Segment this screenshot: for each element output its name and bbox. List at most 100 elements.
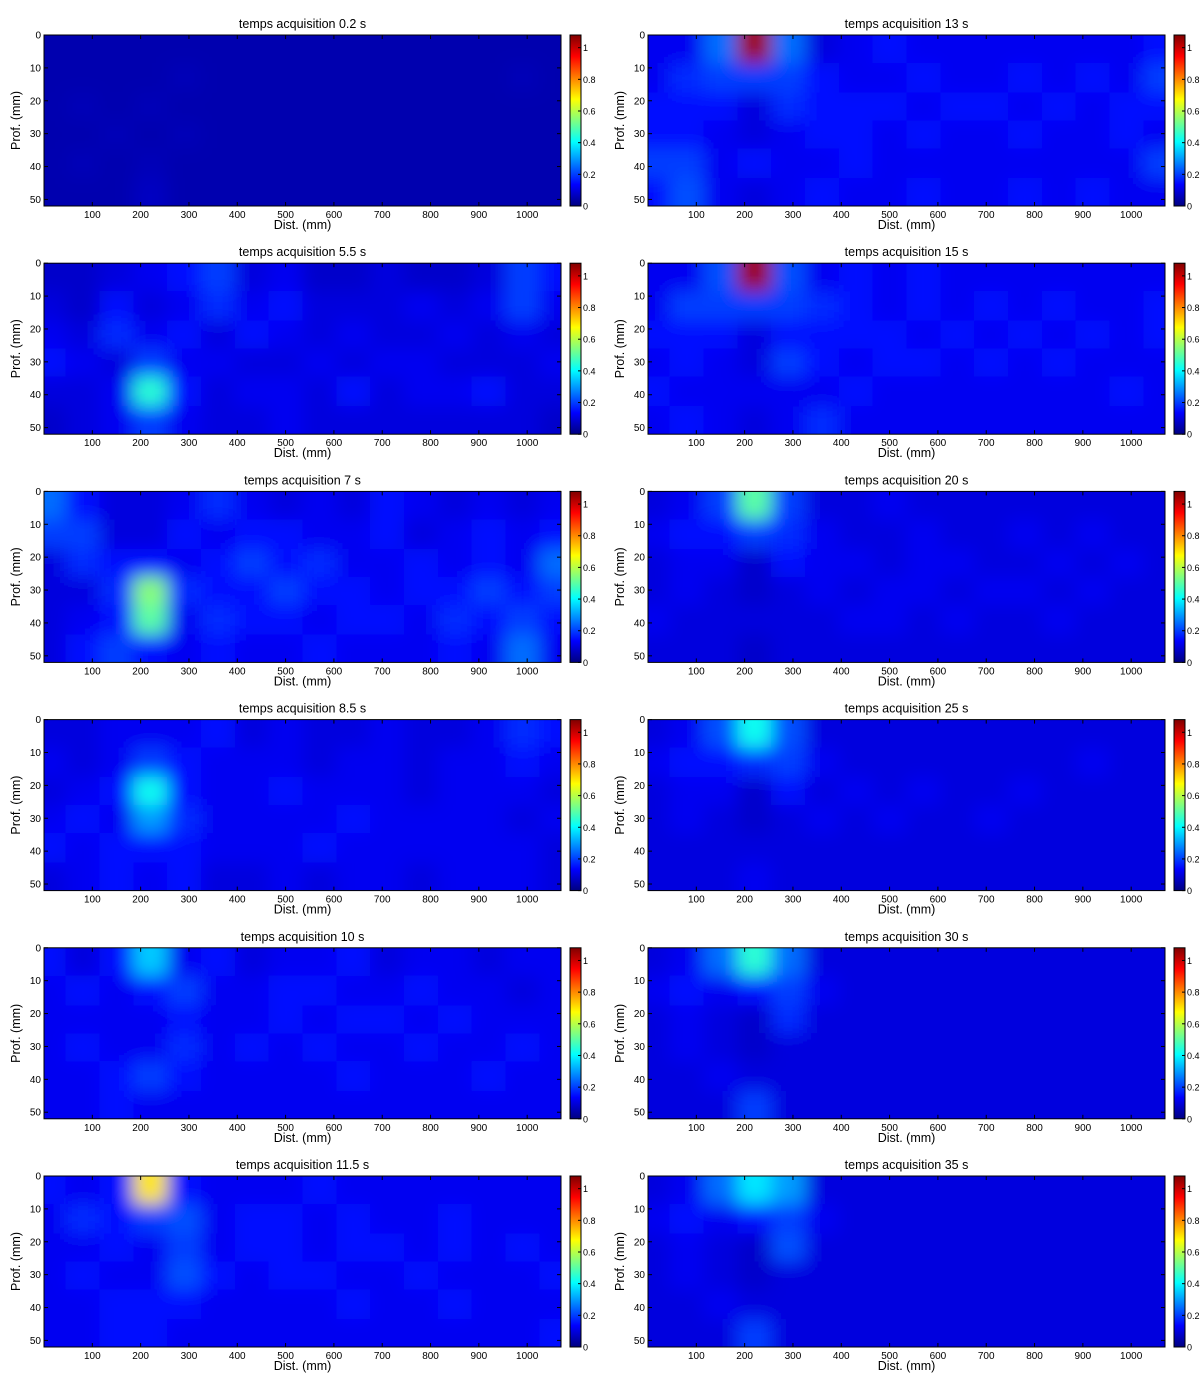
heatmap-cell [167,548,202,578]
heatmap-cell [505,320,540,350]
y-tick-label: 20 [30,1009,42,1020]
heatmap-cell [471,35,506,64]
heatmap-cell [336,975,371,1006]
x-tick-label: 400 [833,1351,850,1362]
y-tick-label: 40 [634,618,646,629]
heatmap-cell [703,1203,738,1235]
x-tick-label: 700 [978,666,995,677]
colorbar-tick-label: 1 [1187,1184,1192,1194]
x-tick-label: 400 [229,438,246,449]
heatmap-cell [99,604,134,635]
heatmap-cell [737,406,772,435]
colorbar-tick-label: 1 [1187,728,1192,738]
heatmap-cell [99,975,134,1006]
chart-title: temps acquisition 10 s [241,930,365,944]
heatmap-cell [648,406,671,435]
heatmap-cell [805,862,840,891]
heatmap-cell [65,1261,101,1290]
heatmap-cell [648,862,671,891]
x-tick-label: 700 [978,895,995,906]
heatmap-cell [201,862,236,891]
heatmap-cell [437,120,473,149]
heatmap-cell [403,862,439,891]
heatmap-cell [838,1061,874,1092]
heatmap-cell [505,747,540,778]
heatmap-cell [370,975,405,1006]
heatmap-cell [648,604,671,635]
heatmap-cell [805,777,840,806]
heatmap-cell [133,634,168,663]
heatmap-cell [1075,634,1110,663]
heatmap-cell [737,1033,772,1062]
heatmap-cell [133,348,168,378]
heatmap-cell [648,1090,671,1119]
heatmap-cell [268,862,303,891]
heatmap-cell [648,120,671,149]
heatmap-cell [1143,719,1165,749]
heatmap-cell [1007,406,1043,435]
heatmap-cell [201,35,236,64]
heatmap-cell [539,833,561,864]
heatmap-cell [1075,1289,1110,1320]
heatmap-cell [471,833,506,864]
heatmap-cell [403,348,439,378]
heatmap-cell [838,120,874,149]
heatmap-cell [805,519,840,550]
heatmap-cell [1041,148,1077,179]
heatmap-cell [838,833,874,864]
heatmap-cell [1143,604,1165,635]
heatmap-cell [336,604,371,635]
x-tick-label: 600 [326,666,343,677]
heatmap-cell [65,1233,101,1262]
heatmap-cell [539,1176,561,1205]
heatmap-cell [539,519,561,550]
heatmap-cell [1041,348,1077,378]
heatmap-cell [1075,62,1110,94]
heatmap-cell [234,1319,270,1347]
heatmap-cell [133,406,168,435]
heatmap-cell [771,519,806,550]
colorbar [569,34,582,207]
heatmap-cell [268,805,303,834]
heatmap-cell [1109,519,1144,550]
heatmap-cell [703,1233,738,1262]
heatmap-cells [44,719,561,891]
x-tick-label: 200 [736,666,753,677]
colorbar-tick-label: 0.4 [583,366,596,376]
heatmap-cell [906,148,941,179]
heatmap-cell [167,634,202,663]
heatmap-cell [268,291,303,322]
x-tick-label: 700 [374,210,391,221]
heatmap-cell [648,1176,671,1205]
heatmap-cell [838,519,874,550]
heatmap-cell [437,862,473,891]
heatmap-cell [471,747,506,778]
colorbar [569,490,582,663]
heatmap-cell [437,406,473,435]
colorbar-tick-label: 0 [1187,886,1192,896]
x-tick-label: 900 [1075,210,1092,221]
heatmap-cell [648,348,671,378]
heatmap-cell [133,947,168,977]
heatmap-cell [234,519,270,550]
heatmap-cell [65,92,101,121]
heatmap-cell [370,634,405,663]
heatmap-cell [336,719,371,749]
heatmap-cell [669,519,705,550]
heatmap-cell [99,833,134,864]
x-tick-label: 400 [229,1123,246,1134]
x-tick-label: 1000 [516,210,539,221]
y-tick-label: 10 [634,63,646,74]
heatmap-cell [648,1319,671,1347]
heatmap-cell [1007,747,1043,778]
y-tick-label: 50 [30,423,42,434]
heatmap-cell [703,291,738,322]
heatmap-cell [201,519,236,550]
heatmap-cell [44,975,67,1006]
heatmap-cell [99,1061,134,1092]
x-tick-label: 800 [422,1351,439,1362]
heatmap-cell [906,406,941,435]
heatmap-cell [505,1061,540,1092]
heatmap-cell [437,178,473,206]
y-tick-label: 40 [634,1303,646,1314]
